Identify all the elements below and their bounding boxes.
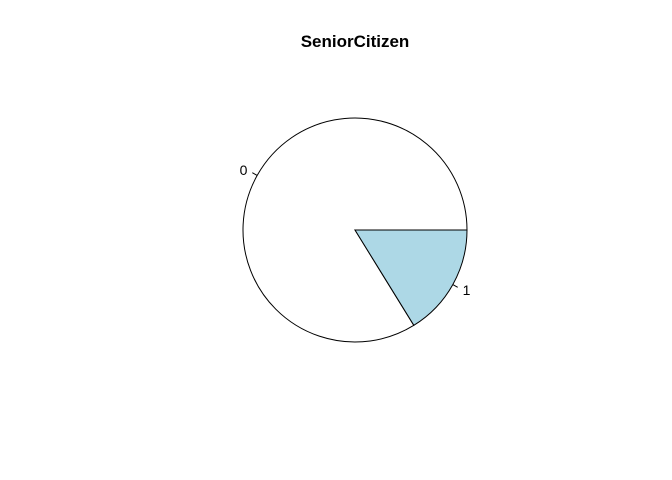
pie-slice-1 <box>354 229 468 326</box>
chart-title: SeniorCitizen <box>301 32 410 51</box>
slice-tick-0 <box>252 172 258 176</box>
slice-label-0: 0 <box>240 162 248 178</box>
slice-label-1: 1 <box>463 282 471 298</box>
slice-tick-1 <box>452 284 458 288</box>
pie-slices: 01 <box>240 117 471 343</box>
